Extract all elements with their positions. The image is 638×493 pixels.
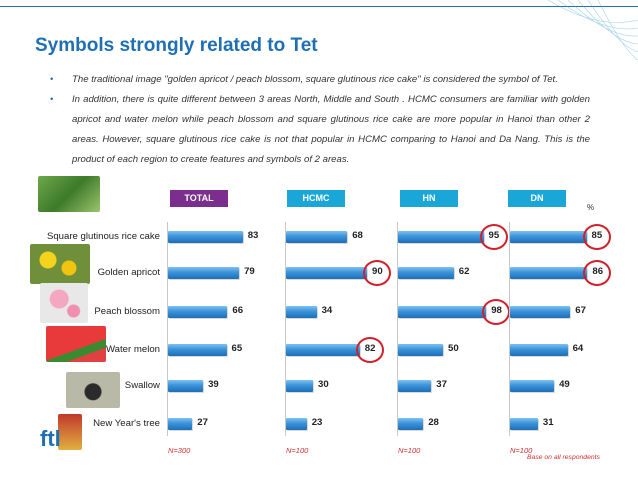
data-label: 23 — [311, 417, 323, 428]
bar — [398, 344, 443, 356]
data-label: 62 — [458, 266, 470, 277]
data-label: 39 — [208, 379, 219, 390]
bar — [286, 231, 348, 243]
category-label: Swallow — [124, 380, 160, 391]
watermelon-image — [46, 326, 106, 362]
bar — [286, 306, 317, 318]
corner-decoration — [547, 0, 638, 61]
company-logo: ftl — [40, 426, 61, 451]
data-label: 67 — [575, 305, 586, 316]
bar — [286, 380, 313, 392]
series-header-hcmc: HCMC — [287, 190, 345, 207]
axis-line — [509, 222, 510, 436]
data-label: 65 — [231, 343, 243, 354]
data-label: 50 — [448, 343, 459, 354]
category-label: New Year's tree — [93, 418, 160, 429]
bullet-item: • In addition, there is quite different … — [50, 90, 590, 170]
bar — [510, 306, 571, 318]
bar — [286, 344, 360, 356]
bar — [168, 344, 227, 356]
bar — [510, 344, 568, 356]
bar — [398, 267, 454, 279]
axis-line — [167, 222, 168, 436]
bar — [168, 380, 204, 392]
series-header-hn: HN — [400, 190, 458, 207]
data-label: 64 — [572, 343, 584, 354]
data-label: 28 — [428, 417, 439, 428]
base-note: Base on all respondents — [527, 454, 600, 461]
bullet-item: • The traditional image "golden apricot … — [50, 70, 590, 90]
bar — [510, 380, 555, 392]
highlight-circle — [583, 260, 612, 286]
sample-size-label: N=100 — [286, 446, 309, 455]
category-label: Peach blossom — [94, 306, 160, 317]
data-label: 30 — [318, 379, 329, 390]
category-label: Water melon — [105, 344, 160, 355]
data-label: 27 — [197, 417, 208, 428]
data-label: 68 — [352, 230, 363, 241]
category-label: Square glutinous rice cake — [46, 231, 160, 242]
bullet-mark: • — [50, 74, 54, 85]
unit-label: % — [587, 203, 595, 212]
data-label: 31 — [542, 417, 554, 428]
sample-size-label: N=300 — [168, 446, 191, 455]
bar — [168, 306, 228, 318]
bar — [286, 418, 307, 430]
bullet-text-2: In addition, there is quite different be… — [72, 94, 590, 165]
bullet-mark: • — [50, 94, 54, 105]
data-label: 34 — [321, 305, 333, 316]
bar — [510, 231, 587, 243]
bar — [510, 418, 538, 430]
bar — [398, 418, 424, 430]
highlight-circle — [482, 299, 511, 325]
bar — [398, 380, 432, 392]
highlight-circle — [355, 337, 384, 363]
data-label: 66 — [232, 305, 244, 316]
rice-cake-image — [38, 176, 100, 212]
data-label: 79 — [244, 266, 255, 277]
new-year-tree-image — [58, 414, 82, 450]
bar — [510, 267, 588, 279]
bullet-list: • The traditional image "golden apricot … — [50, 70, 590, 170]
page-title: Symbols strongly related to Tet — [35, 35, 318, 56]
peach-blossom-image — [40, 283, 88, 323]
highlight-circle — [479, 224, 508, 250]
category-label: Golden apricot — [97, 267, 160, 278]
bar — [286, 267, 367, 279]
swallow-image — [66, 372, 120, 408]
series-header-dn: DN — [508, 190, 566, 207]
highlight-circle — [582, 224, 611, 250]
apricot-image — [30, 244, 90, 284]
series-header-total: TOTAL — [170, 190, 228, 207]
top-rule — [0, 6, 638, 7]
sample-size-label: N=100 — [510, 446, 533, 455]
axis-line — [285, 222, 286, 436]
bullet-text-1: The traditional image "golden apricot / … — [72, 74, 558, 85]
bar — [168, 267, 240, 279]
data-label: 83 — [247, 230, 259, 241]
bar — [398, 231, 484, 243]
axis-line — [397, 222, 398, 436]
bar — [168, 418, 193, 430]
bar — [168, 231, 243, 243]
highlight-circle — [363, 260, 391, 286]
data-label: 37 — [436, 379, 447, 390]
sample-size-label: N=100 — [398, 446, 421, 455]
data-label: 49 — [559, 379, 570, 390]
bar — [398, 306, 487, 318]
